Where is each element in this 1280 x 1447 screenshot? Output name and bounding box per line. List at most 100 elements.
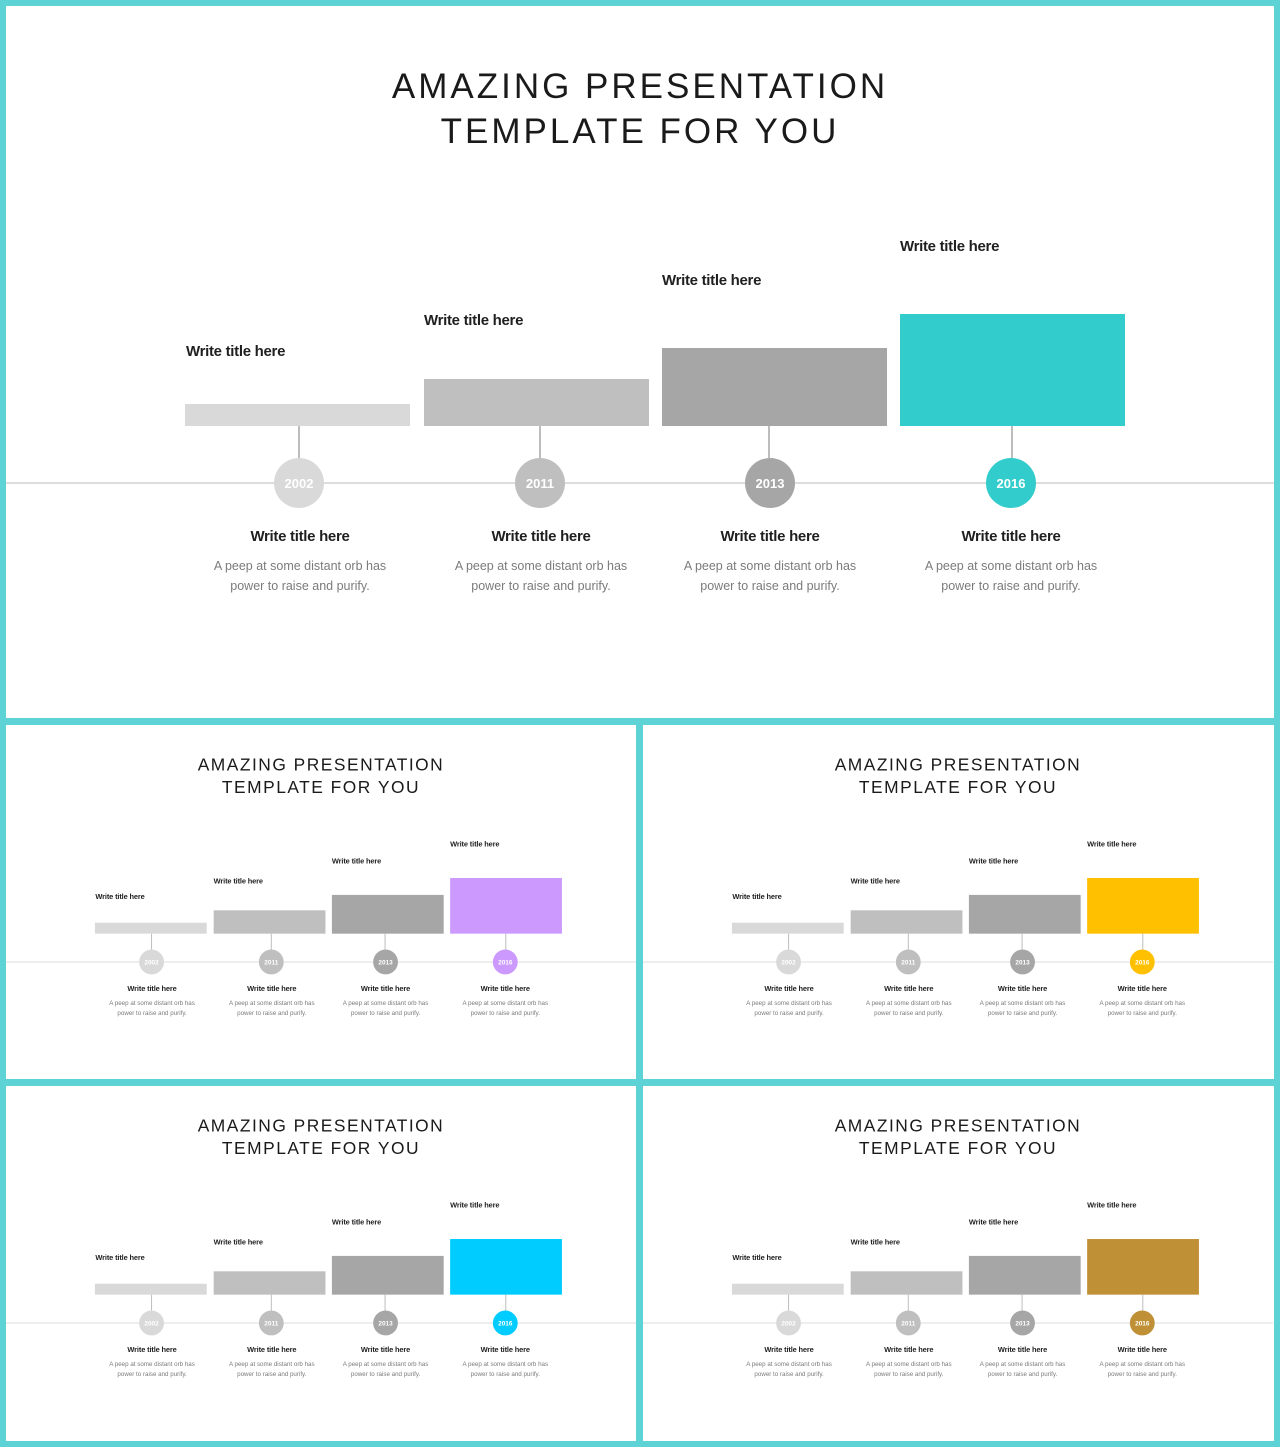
milestone-title: Write title here bbox=[997, 1345, 1048, 1354]
timeline-bar bbox=[968, 894, 1081, 934]
milestone-title: Write title here bbox=[127, 1345, 177, 1354]
timeline-bar-highlight bbox=[450, 1239, 562, 1295]
bar-title: Write title here bbox=[968, 1218, 1019, 1227]
bar-title: Write title here bbox=[732, 1253, 782, 1262]
slide-title: AMAZING PRESENTATION TEMPLATE FOR YOU bbox=[643, 1115, 1273, 1160]
description-line-2: power to raise and purify. bbox=[470, 1370, 540, 1378]
slide-title: AMAZING PRESENTATION TEMPLATE FOR YOU bbox=[643, 754, 1273, 799]
title-line-1: AMAZING PRESENTATION bbox=[834, 755, 1082, 775]
connector-line bbox=[1011, 426, 1013, 458]
milestone-description: A peep at some distant orb has power to … bbox=[426, 556, 656, 596]
description-line-1: A peep at some distant orb has bbox=[865, 999, 952, 1007]
year-badge: 2011 bbox=[895, 949, 921, 975]
description-line-1: A peep at some distant orb has bbox=[865, 1360, 952, 1368]
description-line-2: power to raise and purify. bbox=[237, 1009, 307, 1017]
bar-title: Write title here bbox=[95, 1253, 145, 1262]
timeline-bar-highlight bbox=[450, 878, 562, 934]
year-badge: 2013 bbox=[1010, 949, 1035, 975]
description-line-2: power to raise and purify. bbox=[941, 579, 1081, 593]
connector-line bbox=[505, 1294, 507, 1311]
connector-line bbox=[384, 933, 386, 950]
slide-purple[interactable]: AMAZING PRESENTATION TEMPLATE FOR YOU Wr… bbox=[6, 725, 636, 1079]
connector-line bbox=[151, 1294, 153, 1311]
title-line-2: TEMPLATE FOR YOU bbox=[858, 777, 1058, 798]
year-badge-highlight: 2016 bbox=[492, 1310, 518, 1336]
description-line-1: A peep at some distant orb has bbox=[228, 999, 315, 1007]
description-line-2: power to raise and purify. bbox=[470, 1009, 540, 1017]
timeline-bar-highlight bbox=[1087, 1239, 1199, 1295]
bar-title: Write title here bbox=[850, 1238, 900, 1247]
slide-blue[interactable]: AMAZING PRESENTATION TEMPLATE FOR YOU Wr… bbox=[6, 1086, 636, 1441]
description-line-2: power to raise and purify. bbox=[874, 1009, 944, 1017]
timeline-bar bbox=[850, 910, 963, 934]
milestone-title: Write title here bbox=[250, 528, 350, 545]
connector-line bbox=[1021, 933, 1023, 950]
connector-line bbox=[1142, 933, 1144, 950]
description-line-1: A peep at some distant orb has bbox=[462, 1360, 549, 1368]
slide-canvas: AMAZING PRESENTATION TEMPLATE FOR YOU Wr… bbox=[6, 1086, 636, 1440]
description-line-1: A peep at some distant orb has bbox=[746, 1360, 832, 1368]
milestone-description: A peep at some distant orb has power to … bbox=[1085, 1359, 1199, 1379]
description-line-1: A peep at some distant orb has bbox=[109, 1360, 195, 1368]
slide-title: AMAZING PRESENTATION TEMPLATE FOR YOU bbox=[6, 64, 1274, 154]
bar-title: Write title here bbox=[450, 840, 500, 849]
milestone-description: A peep at some distant orb has power to … bbox=[448, 1359, 562, 1379]
connector-line bbox=[788, 933, 790, 950]
description-line-1: A peep at some distant orb has bbox=[454, 559, 628, 573]
timeline-axis bbox=[6, 482, 1274, 484]
description-line-2: power to raise and purify. bbox=[471, 579, 611, 593]
milestone-description: A peep at some distant orb has power to … bbox=[215, 1359, 329, 1379]
title-line-1: AMAZING PRESENTATION bbox=[197, 755, 445, 775]
description-line-1: A peep at some distant orb has bbox=[462, 999, 549, 1007]
bar-title: Write title here bbox=[900, 238, 1000, 255]
description-line-1: A peep at some distant orb has bbox=[109, 999, 195, 1007]
description-line-1: A peep at some distant orb has bbox=[342, 999, 429, 1007]
description-line-1: A peep at some distant orb has bbox=[979, 999, 1066, 1007]
connector-line bbox=[151, 933, 153, 950]
description-line-1: A peep at some distant orb has bbox=[683, 559, 857, 573]
connector-line bbox=[270, 933, 272, 950]
year-badge-highlight: 2016 bbox=[986, 458, 1036, 508]
description-line-2: power to raise and purify. bbox=[754, 1370, 824, 1378]
timeline-bar bbox=[185, 404, 410, 426]
slide-gold[interactable]: AMAZING PRESENTATION TEMPLATE FOR YOU Wr… bbox=[643, 1086, 1274, 1441]
description-line-1: A peep at some distant orb has bbox=[228, 1360, 315, 1368]
milestone-title: Write title here bbox=[764, 984, 814, 993]
connector-line bbox=[768, 426, 770, 458]
connector-line bbox=[505, 933, 507, 950]
slide-teal[interactable]: AMAZING PRESENTATION TEMPLATE FOR YOU Wr… bbox=[6, 6, 1274, 718]
connector-line bbox=[1142, 1294, 1144, 1311]
connector-line bbox=[1021, 1294, 1023, 1311]
milestone-description: A peep at some distant orb has power to … bbox=[95, 1359, 209, 1379]
year-badge: 2002 bbox=[139, 1310, 164, 1336]
title-line-2: TEMPLATE FOR YOU bbox=[858, 1138, 1058, 1159]
timeline-bar bbox=[850, 1271, 963, 1295]
bar-title: Write title here bbox=[331, 857, 382, 866]
bar-title: Write title here bbox=[450, 1201, 500, 1210]
description-line-2: power to raise and purify. bbox=[987, 1370, 1058, 1378]
milestone-title: Write title here bbox=[480, 1345, 530, 1354]
connector-line bbox=[384, 1294, 386, 1311]
title-line-2: TEMPLATE FOR YOU bbox=[221, 1138, 421, 1159]
description-line-1: A peep at some distant orb has bbox=[1099, 999, 1186, 1007]
description-line-2: power to raise and purify. bbox=[117, 1009, 187, 1017]
year-badge: 2013 bbox=[745, 458, 795, 508]
milestone-description: A peep at some distant orb has power to … bbox=[852, 998, 966, 1018]
description-line-2: power to raise and purify. bbox=[350, 1009, 421, 1017]
timeline-bar bbox=[331, 894, 444, 934]
slide-yellow[interactable]: AMAZING PRESENTATION TEMPLATE FOR YOU Wr… bbox=[643, 725, 1274, 1079]
milestone-description: A peep at some distant orb has power to … bbox=[852, 1359, 966, 1379]
title-line-1: AMAZING PRESENTATION bbox=[834, 1116, 1082, 1136]
description-line-2: power to raise and purify. bbox=[987, 1009, 1058, 1017]
milestone-description: A peep at some distant orb has power to … bbox=[328, 1359, 442, 1379]
milestone-title: Write title here bbox=[961, 528, 1061, 545]
timeline-bar bbox=[424, 379, 649, 426]
timeline-bar bbox=[213, 910, 326, 934]
year-badge-highlight: 2016 bbox=[1129, 1310, 1155, 1336]
bar-title: Write title here bbox=[1087, 840, 1137, 849]
year-badge: 2011 bbox=[515, 458, 565, 508]
milestone-title: Write title here bbox=[1117, 984, 1167, 993]
milestone-title: Write title here bbox=[884, 1345, 934, 1354]
milestone-description: A peep at some distant orb has power to … bbox=[1085, 998, 1199, 1018]
description-line-2: power to raise and purify. bbox=[117, 1370, 187, 1378]
